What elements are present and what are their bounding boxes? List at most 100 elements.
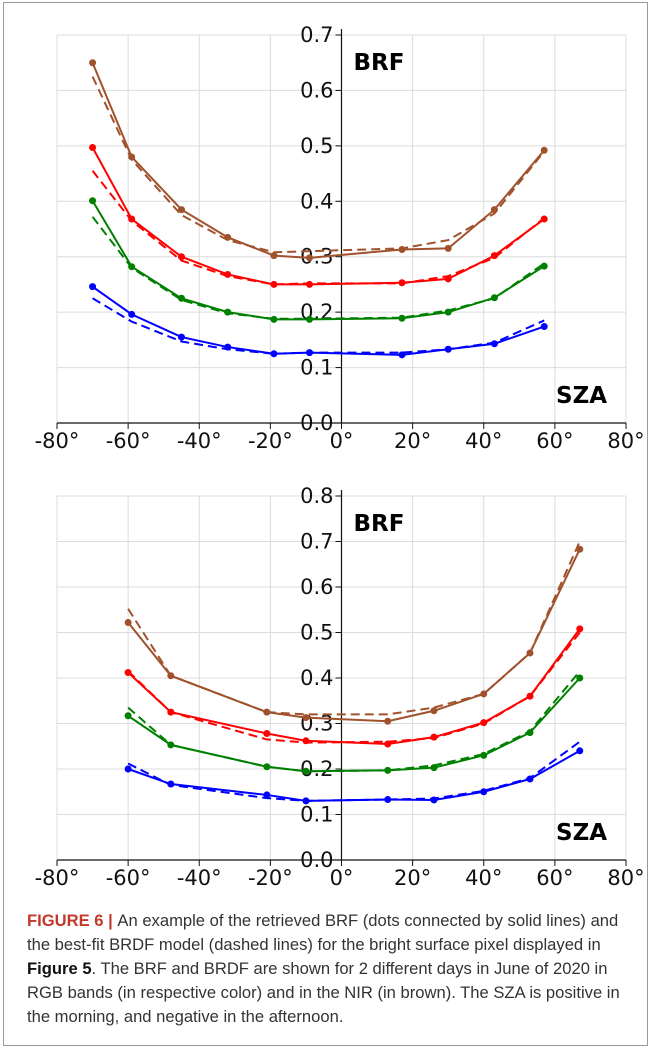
- x-tick-label: -40°: [177, 866, 222, 890]
- y-tick-label: 0.6: [300, 575, 333, 599]
- y-tick-label: 0.1: [300, 356, 333, 380]
- y-tick-label: 0.4: [300, 666, 333, 690]
- brf-label: BRF: [354, 511, 405, 537]
- y-tick-label: 0.0: [300, 411, 333, 435]
- observed-point: [167, 708, 175, 716]
- figure-frame: [3, 2, 648, 1046]
- observed-point: [305, 280, 313, 288]
- observed-point: [177, 294, 185, 302]
- observed-point: [490, 294, 498, 302]
- observed-point: [89, 283, 97, 291]
- x-tick-label: -80°: [35, 866, 80, 890]
- x-tick-label: 40°: [465, 429, 502, 453]
- observed-point: [263, 791, 271, 799]
- observed-point: [444, 308, 452, 316]
- observed-point: [576, 747, 584, 755]
- x-tick-label: 60°: [536, 429, 573, 453]
- x-tick-label: -80°: [35, 429, 80, 453]
- x-tick-label: -60°: [106, 429, 151, 453]
- observed-point: [526, 775, 534, 783]
- observed-point: [444, 244, 452, 252]
- x-tick-label: 20°: [394, 866, 431, 890]
- y-tick-label: 0.5: [300, 134, 333, 158]
- sza-label: SZA: [556, 383, 607, 409]
- observed-point: [384, 740, 392, 748]
- observed-point: [480, 719, 488, 727]
- observed-point: [398, 279, 406, 287]
- observed-point: [398, 351, 406, 359]
- observed-point: [270, 252, 278, 260]
- observed-point: [263, 708, 271, 716]
- x-tick-label: 40°: [465, 866, 502, 890]
- caption-figure-ref: Figure 5: [27, 959, 92, 978]
- y-tick-label: 0.6: [300, 78, 333, 102]
- observed-point: [167, 741, 175, 749]
- observed-point: [224, 233, 232, 241]
- observed-point: [89, 144, 97, 152]
- observed-point: [270, 280, 278, 288]
- observed-point: [384, 717, 392, 725]
- observed-point: [540, 215, 548, 223]
- observed-point: [398, 314, 406, 322]
- observed-line: [91, 285, 545, 356]
- y-tick-label: 0.4: [300, 189, 333, 213]
- observed-line: [91, 200, 545, 321]
- observed-point: [480, 751, 488, 759]
- observed-point: [270, 350, 278, 358]
- y-tick-label: 0.2: [300, 300, 333, 324]
- observed-point: [526, 692, 534, 700]
- observed-line: [91, 62, 545, 259]
- observed-point: [124, 712, 132, 720]
- observed-point: [430, 764, 438, 772]
- caption-text-1: An example of the retrieved BRF (dots co…: [27, 911, 619, 954]
- observed-point: [224, 308, 232, 316]
- y-tick-label: 0.7: [300, 530, 333, 554]
- observed-point: [302, 714, 310, 722]
- observed-point: [430, 796, 438, 804]
- observed-point: [384, 766, 392, 774]
- observed-point: [177, 253, 185, 261]
- observed-point: [128, 263, 136, 271]
- observed-point: [128, 310, 136, 318]
- y-tick-label: 0.7: [300, 23, 333, 47]
- y-tick-label: 0.8: [300, 484, 333, 508]
- x-tick-label: 80°: [607, 429, 644, 453]
- model-line: [127, 631, 581, 744]
- observed-point: [384, 795, 392, 803]
- observed-point: [398, 246, 406, 254]
- observed-point: [167, 780, 175, 788]
- observed-point: [177, 206, 185, 214]
- chart-top: -80° -60° -40° -20° 0° 20° 40° 60° 80° 0.0 0.1 0.2 0…: [35, 23, 645, 453]
- observed-point: [490, 340, 498, 348]
- observed-point: [124, 765, 132, 773]
- observed-point: [89, 197, 97, 205]
- x-tick-label: -20°: [248, 866, 293, 890]
- observed-point: [263, 730, 271, 738]
- x-tick-label: 0°: [330, 866, 354, 890]
- observed-point: [480, 690, 488, 698]
- observed-point: [177, 333, 185, 341]
- observed-point: [576, 545, 584, 553]
- x-tick-label: 20°: [394, 429, 431, 453]
- y-tick-label: 0.1: [300, 803, 333, 827]
- x-tick-label: -20°: [248, 429, 293, 453]
- caption-text-2: . The BRF and BRDF are shown for 2 diffe…: [27, 959, 620, 1026]
- observed-point: [430, 733, 438, 741]
- observed-point: [128, 153, 136, 161]
- observed-line: [127, 677, 581, 773]
- observed-point: [540, 262, 548, 270]
- observed-point: [167, 672, 175, 680]
- observed-point: [576, 625, 584, 633]
- observed-point: [89, 59, 97, 67]
- observed-point: [430, 707, 438, 715]
- observed-line: [127, 628, 581, 745]
- observed-point: [302, 737, 310, 745]
- brf-label: BRF: [354, 50, 405, 76]
- observed-point: [128, 215, 136, 223]
- x-tick-label: -60°: [106, 866, 151, 890]
- model-line: [127, 541, 581, 716]
- x-tick-label: 60°: [536, 866, 573, 890]
- observed-point: [576, 674, 584, 682]
- observed-point: [124, 669, 132, 677]
- model-line: [91, 76, 545, 254]
